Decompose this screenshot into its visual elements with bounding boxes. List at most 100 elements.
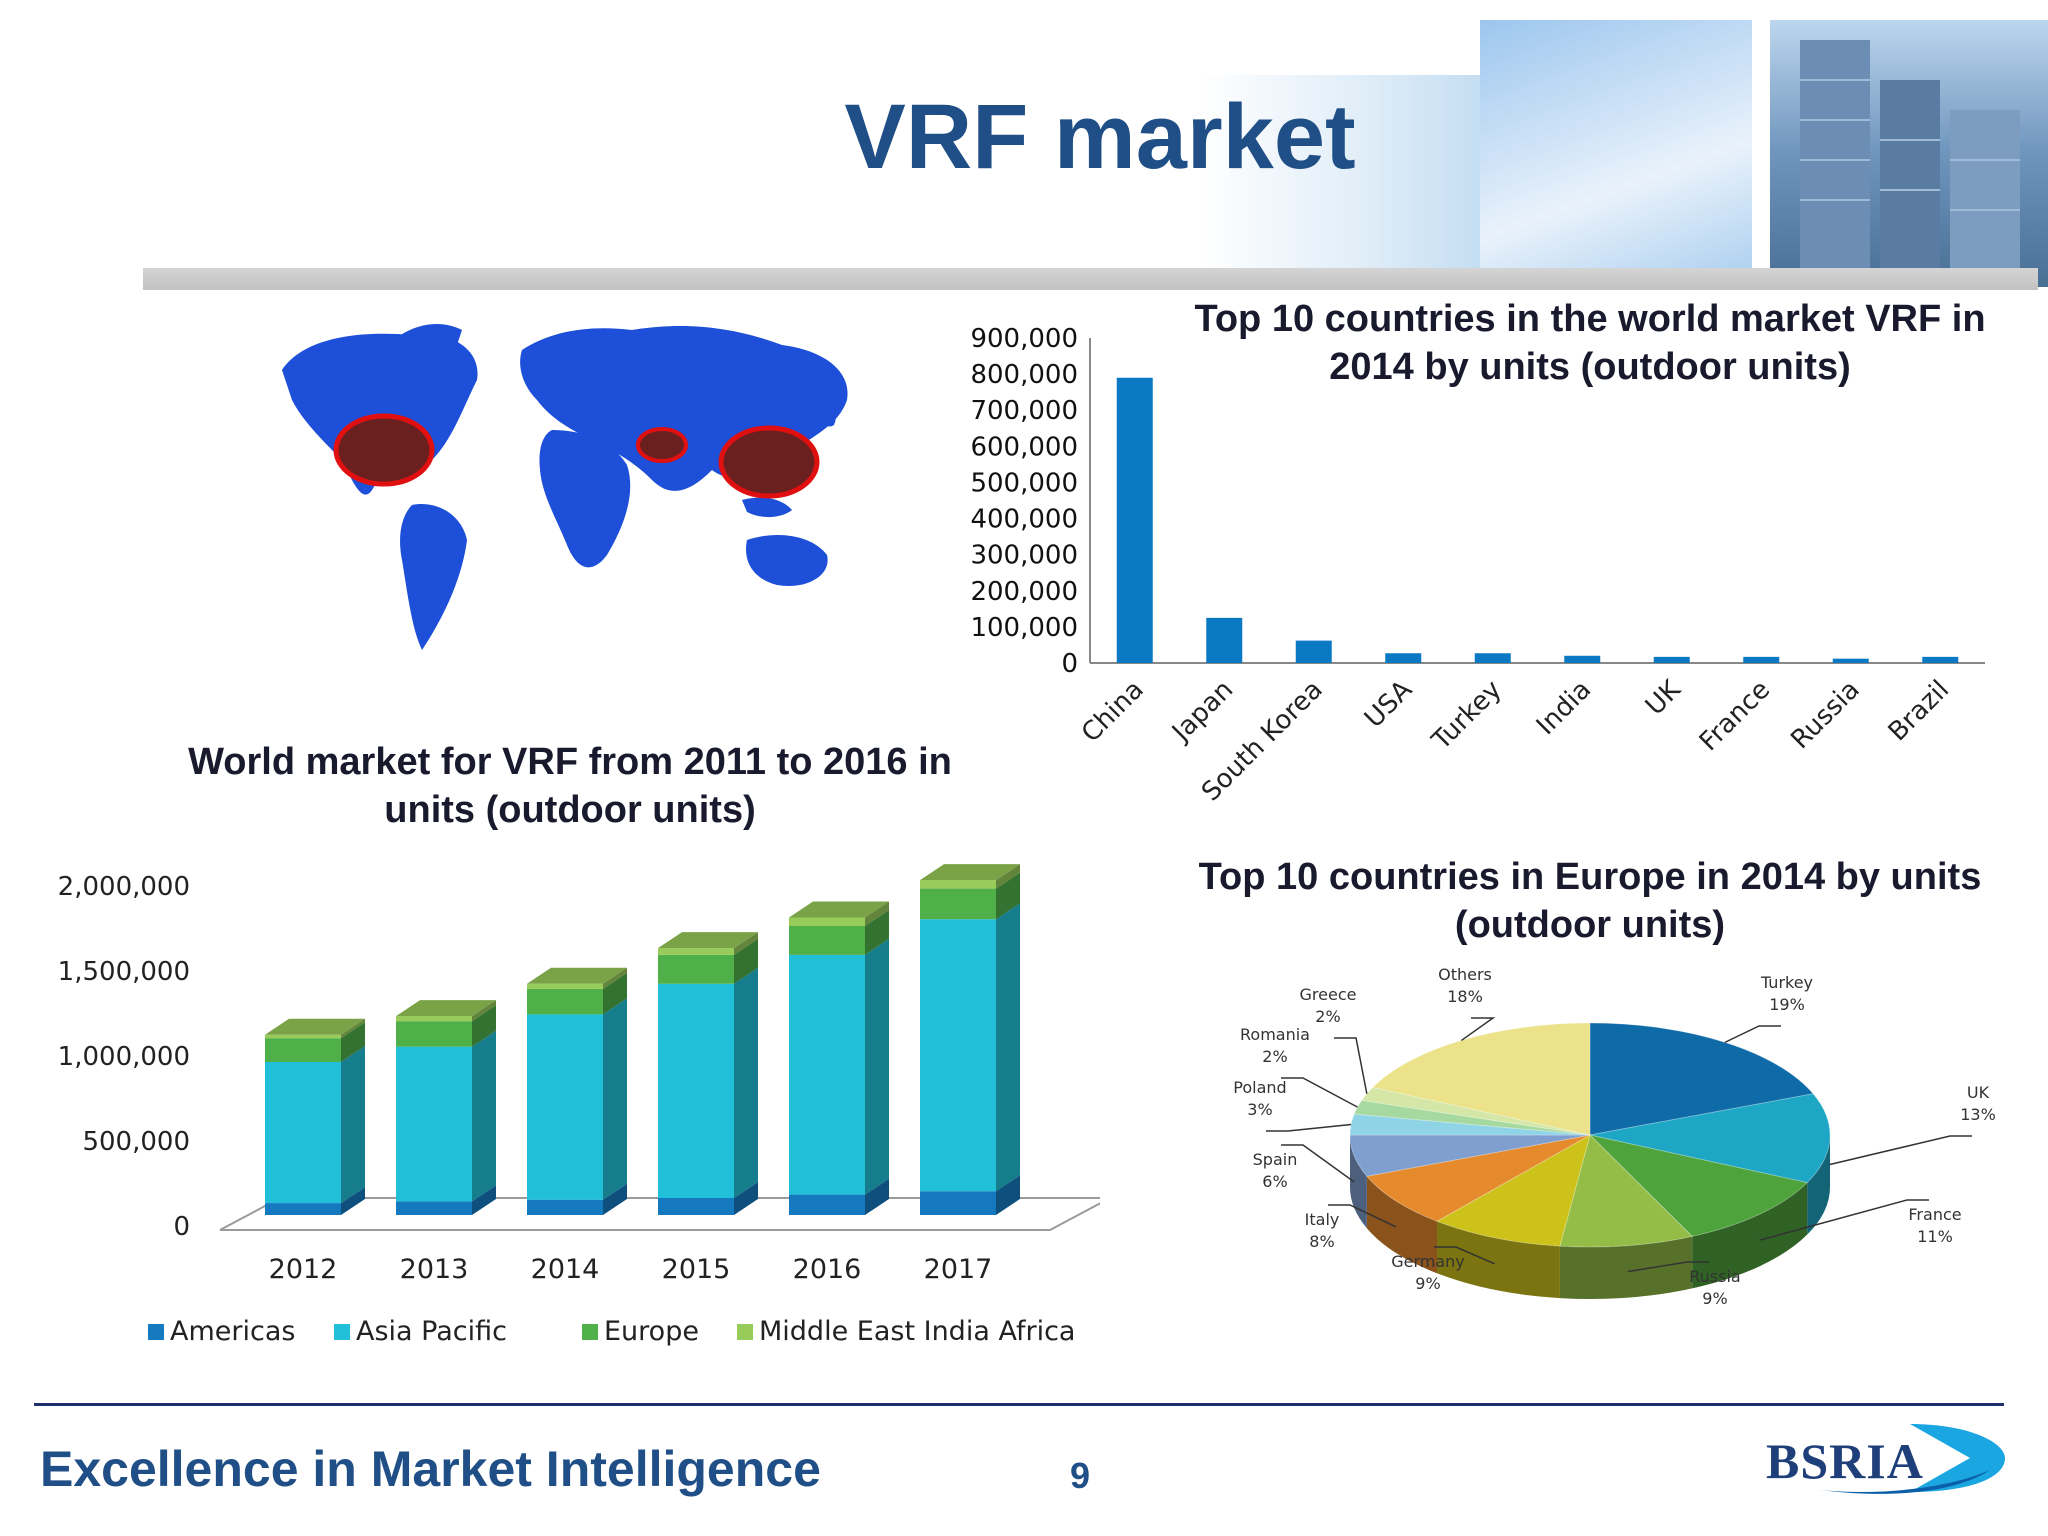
bar-segment-side [996, 1175, 1020, 1215]
pie-leader-line [1460, 1017, 1496, 1042]
bar-segment [920, 888, 996, 920]
legend-swatch [582, 1324, 598, 1340]
bar-segment [920, 880, 996, 889]
pie-slice-side [1350, 1135, 1367, 1229]
pie-label: Turkey [1760, 973, 1813, 992]
x-tick-label: China [1076, 675, 1150, 749]
footer-divider [34, 1403, 2004, 1406]
bar-segment [527, 1014, 603, 1200]
pie-slice-side [1807, 1135, 1830, 1235]
pie-leader-line [1759, 1199, 1929, 1241]
pie-percent: 2% [1262, 1047, 1287, 1066]
pie-label: Poland [1233, 1078, 1286, 1097]
bar [1116, 377, 1153, 663]
bar-segment-side [996, 872, 1020, 920]
bar-segment-side [996, 903, 1020, 1192]
bsria-logo-icon [1820, 1424, 2005, 1494]
y-tick-label: 200,000 [970, 577, 1078, 607]
y-tick-label: 1,500,000 [58, 957, 190, 987]
bar [1385, 653, 1422, 663]
bar-segment [789, 1194, 865, 1215]
bar-segment-side [472, 1030, 496, 1202]
bar-segment-side [865, 938, 889, 1195]
bar-segment-side [341, 1022, 365, 1062]
y-tick-label: 0 [173, 1212, 190, 1242]
bar-segment-side [603, 972, 627, 1015]
bar-segment-side [865, 901, 889, 926]
x-tick-label: 2014 [531, 1254, 600, 1285]
pie-percent: 2% [1315, 1007, 1340, 1026]
y-tick-label: 100,000 [970, 613, 1078, 643]
x-tick-label: USA [1359, 675, 1418, 734]
bar [1653, 656, 1690, 663]
pie-label: Romania [1240, 1025, 1310, 1044]
header-photo-collage [1200, 15, 2048, 287]
x-tick-label: India [1531, 675, 1597, 741]
pie-label: Germany [1391, 1252, 1465, 1271]
bar-top [265, 1018, 365, 1035]
bar-segment-side [734, 938, 758, 984]
x-tick-label: 2016 [793, 1254, 862, 1285]
bar-segment [920, 919, 996, 1192]
y-tick-label: 400,000 [970, 505, 1078, 535]
highlight-north-america [333, 413, 435, 487]
bar-segment-side [472, 1005, 496, 1047]
header-divider [143, 268, 2038, 290]
bar-segment [789, 954, 865, 1195]
pie-slice [1435, 1133, 1591, 1247]
pie-slice [1360, 1086, 1591, 1136]
bar-segment-side [472, 1000, 496, 1022]
y-tick-label: 900,000 [970, 324, 1078, 354]
legend-swatch [334, 1324, 350, 1340]
bar-segment [265, 1034, 341, 1039]
legend-label: Americas [170, 1316, 295, 1347]
bar-segment [658, 1198, 734, 1215]
y-tick-label: 500,000 [82, 1127, 190, 1157]
europe-pie-title: Top 10 countries in Europe in 2014 by un… [1198, 856, 1982, 946]
legend-swatch [737, 1324, 753, 1340]
bar-segment-side [603, 998, 627, 1200]
pie-label: Spain [1253, 1150, 1298, 1169]
bar-top [789, 901, 889, 918]
bsria-logo: BSRIA [1766, 1433, 1924, 1489]
bar-segment [396, 1046, 472, 1202]
pie-percent: 9% [1702, 1289, 1727, 1308]
page-title: VRF market [844, 86, 1356, 188]
x-tick-label: UK [1640, 674, 1687, 721]
pie-slice [1349, 1134, 1591, 1177]
bar-top [527, 967, 627, 984]
y-tick-label: 600,000 [970, 432, 1078, 462]
y-tick-label: 800,000 [970, 360, 1078, 390]
pie-percent: 13% [1960, 1105, 1996, 1124]
bar-segment-side [341, 1018, 365, 1039]
pie-slice [1559, 1134, 1694, 1248]
world-stacked-chart: 2,000,000 1,500,000 1,000,000 500,000 0 2012 2… [58, 864, 1100, 1347]
world-top10-title: Top 10 countries in the world market VRF… [1194, 298, 1986, 388]
pie-leader-line [1266, 1123, 1352, 1132]
pie-slice-side [1366, 1176, 1438, 1274]
bar-segment-side [603, 967, 627, 989]
x-tick-label: 2013 [400, 1254, 469, 1285]
bar-segment-side [734, 1182, 758, 1215]
pie-label: Others [1438, 965, 1492, 984]
bar-top [920, 864, 1020, 881]
bar-segment-side [996, 864, 1020, 889]
pie-slice [1589, 1022, 1815, 1136]
x-tick-label: 2012 [269, 1254, 338, 1285]
bar-segment-side [603, 1183, 627, 1215]
bar-segment [527, 983, 603, 989]
footer-tagline: Excellence in Market Intelligence [40, 1441, 821, 1497]
bar-top [658, 932, 758, 949]
sky-clouds-image [1480, 20, 1752, 287]
pie-percent: 11% [1917, 1227, 1953, 1246]
bar-segment [920, 1191, 996, 1215]
bar-segment [658, 954, 734, 984]
pie-slice [1589, 1093, 1831, 1184]
pie-leader-line [1281, 1077, 1358, 1108]
skyscraper-image [1770, 20, 2048, 287]
pie-leader-line [1724, 1025, 1781, 1044]
bar-segment [265, 1062, 341, 1204]
pie-percent: 9% [1415, 1274, 1440, 1293]
x-tick-label: France [1694, 675, 1776, 757]
pie-leader-line [1334, 1037, 1368, 1094]
